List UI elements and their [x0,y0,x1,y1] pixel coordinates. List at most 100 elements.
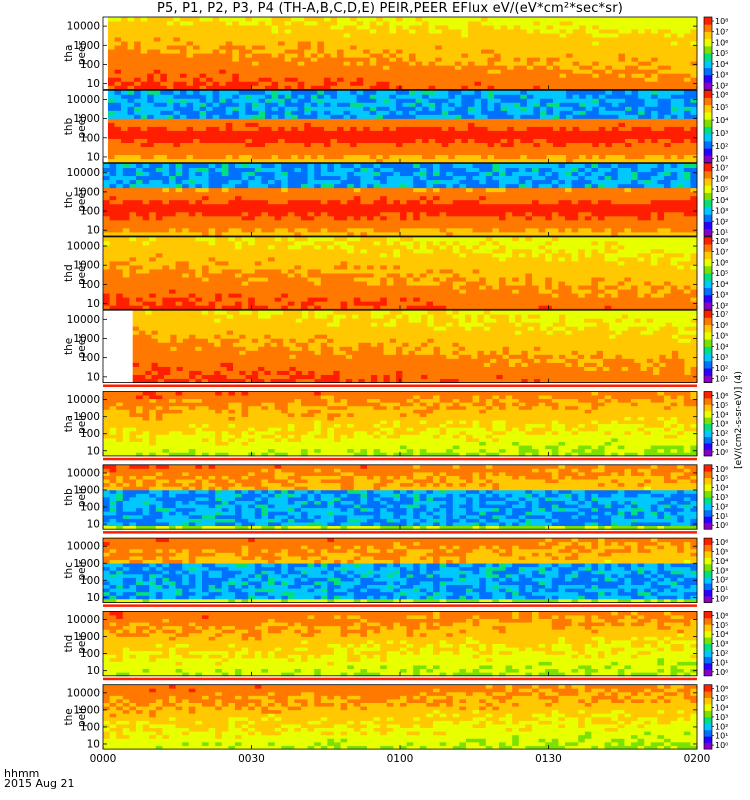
colorbar-segment [704,58,712,61]
spectrogram-cell [683,110,691,115]
spectrogram-cell [611,134,619,139]
spectrogram-cell [422,81,430,86]
spectrogram-cell [376,53,384,58]
spectrogram-cell [173,134,181,139]
spectrogram-cell [545,199,553,205]
spectrogram-cell [474,118,482,123]
spectrogram-cell [265,114,272,119]
colorbar-segment [704,155,712,158]
spectrogram-cell [193,53,200,58]
spectrogram-cell [591,223,599,229]
colorbar-segment [704,113,712,117]
spectrogram-cell [317,85,325,90]
spectrogram-cell [363,45,371,50]
spectrogram-cell [121,150,128,156]
spectrogram-cell [507,118,515,123]
spectrogram-cell [426,227,434,233]
spectrogram-cell [479,187,487,193]
spectrogram-cell [382,77,390,82]
panel-label-quantity: peer [76,41,88,66]
spectrogram-cell [452,183,460,189]
spectrogram-cell [664,90,672,95]
spectrogram-cell [487,33,495,38]
spectrogram-cell [454,98,462,103]
spectrogram-cell [251,106,259,111]
spectrogram-cell [353,183,361,189]
spectrogram-cell [559,142,567,148]
spectrogram-cell [219,73,227,78]
spectrogram-cell [314,215,322,221]
spectrogram-cell [310,65,318,70]
spectrogram-cell [500,45,508,50]
spectrogram-cell [492,163,500,169]
spectrogram-cell [122,163,130,169]
spectrogram-cell [409,158,416,164]
spectrogram-cell [199,118,207,123]
spectrogram-cell [670,187,678,193]
spectrogram-cell [448,73,456,78]
spectrogram-cell [422,142,430,148]
spectrogram-cell [206,33,214,38]
spectrogram-cell [153,90,161,95]
spectrogram-cell [340,219,348,225]
spectrogram-cell [494,158,502,164]
spectrogram-cell [393,171,401,177]
spectrogram-cell [238,61,246,66]
spectrogram-cell [651,21,659,26]
spectrogram-cell [474,158,482,164]
spectrogram-cell [248,207,256,213]
spectrogram-cell [356,126,364,131]
spectrogram-cell [631,98,639,103]
spectrogram-cell [487,154,495,160]
spectrogram-cell [317,122,325,127]
spectrogram-cell [481,65,488,70]
spectrogram-cell [441,65,449,70]
spectrogram-cell [611,45,619,50]
spectrogram-cell [409,77,416,82]
spectrogram-cell [402,25,410,30]
spectrogram-cell [337,57,344,62]
spectrogram-cell [334,191,341,197]
spectrogram-cell [323,65,331,70]
spectrogram-cell [166,126,174,131]
spectrogram-cell [472,163,480,169]
spectrogram-cell [147,118,155,123]
spectrogram-cell [327,199,335,205]
spectrogram-cell [611,57,619,62]
spectrogram-cell [241,215,249,221]
spectrogram-cell [271,114,279,119]
spectrogram-cell [611,219,619,225]
spectrogram-cell [415,126,423,131]
spectrogram-cell [422,94,430,99]
spectrogram-cell [147,37,155,42]
spectrogram-cell [287,187,295,193]
spectrogram-cell [287,167,295,173]
spectrogram-cell [373,183,381,189]
spectrogram-cell [683,154,691,160]
spectrogram-cell [624,183,632,189]
spectrogram-cell [206,21,214,26]
spectrogram-cell [182,163,190,169]
spectrogram-cell [441,49,449,54]
spectrogram-cell [265,85,272,90]
colorbar-segment [704,60,712,63]
spectrogram-cell [149,195,157,201]
spectrogram-cell [585,154,593,160]
colorbar-segment [704,55,712,58]
spectrogram-cell [386,179,394,185]
spectrogram-cell [353,215,361,221]
spectrogram-cell [644,21,652,26]
spectrogram-cell [297,85,305,90]
colorbar-segment [704,53,712,56]
spectrogram-cell [553,134,560,139]
spectrogram-cell [638,37,646,42]
spectrogram-cell [617,199,625,205]
spectrogram-cell [520,102,528,107]
spectrogram-cell [297,81,305,86]
spectrogram-cell [212,85,220,90]
spectrogram-cell [337,41,344,46]
spectrogram-cell [644,53,652,58]
spectrogram-cell [271,25,279,30]
spectrogram-cell [565,179,572,185]
spectrogram-cell [461,49,469,54]
